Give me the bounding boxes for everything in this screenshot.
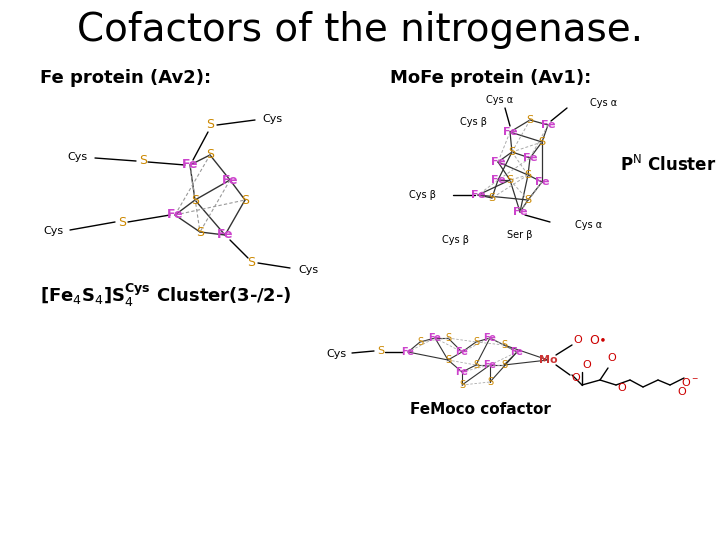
Text: O: O [608,353,616,363]
Text: S: S [206,148,214,161]
Text: S: S [508,147,516,157]
Text: S: S [501,340,507,350]
Text: S: S [247,256,255,269]
Text: S: S [118,215,126,228]
Text: S: S [488,193,495,203]
Text: Fe: Fe [217,228,233,241]
Text: Fe: Fe [523,153,537,163]
Text: FeMoco cofactor: FeMoco cofactor [410,402,550,417]
Text: S: S [539,137,546,147]
Text: Fe: Fe [181,159,198,172]
Text: Fe: Fe [491,175,505,185]
Text: O$\bullet$: O$\bullet$ [589,334,607,347]
Text: P$^{\rm N}$ Cluster: P$^{\rm N}$ Cluster [620,155,716,175]
Text: Cys: Cys [67,152,87,162]
Text: Cys: Cys [262,114,282,124]
Text: S: S [501,360,507,370]
Text: S: S [524,195,531,205]
Text: Fe: Fe [535,177,549,187]
Text: S: S [473,337,479,347]
Text: Fe: Fe [484,333,496,343]
Text: Cys β: Cys β [441,235,469,245]
Text: MoFe protein (Av1):: MoFe protein (Av1): [390,69,591,87]
Text: [Fe$_4$S$_4$]S$_4^{\mathbf{Cys}}$ Cluster(3-/2-): [Fe$_4$S$_4$]S$_4^{\mathbf{Cys}}$ Cluste… [40,281,292,309]
Text: Fe: Fe [456,367,469,377]
Text: Fe: Fe [503,127,517,137]
Text: S: S [417,337,423,347]
Text: Mo: Mo [539,355,557,365]
Text: O: O [574,335,582,345]
Text: Cys: Cys [43,226,63,236]
Text: Fe: Fe [484,360,496,370]
Text: Cys α: Cys α [575,220,602,230]
Text: O$^-$: O$^-$ [681,376,699,388]
Text: Fe: Fe [428,333,441,343]
Text: Fe: Fe [510,347,523,357]
Text: S: S [139,154,147,167]
Text: Fe: Fe [456,347,469,357]
Text: S: S [196,226,204,239]
Text: Fe: Fe [402,347,415,357]
Text: S: S [241,193,249,206]
Text: Cys β: Cys β [461,117,487,127]
Text: S: S [445,333,451,343]
Text: S: S [191,193,199,206]
Text: Fe: Fe [167,208,184,221]
Text: S: S [377,346,384,356]
Text: Ser β: Ser β [508,230,533,240]
Text: S: S [506,175,513,185]
Text: Cofactors of the nitrogenase.: Cofactors of the nitrogenase. [77,11,643,49]
Text: Cys: Cys [298,265,318,275]
Text: S: S [459,380,465,390]
Text: Cys β: Cys β [409,190,436,200]
Text: Fe: Fe [491,157,505,167]
Text: O: O [572,373,580,383]
Text: O: O [618,383,626,393]
Text: Cys α: Cys α [487,95,513,105]
Text: O: O [582,360,591,370]
Text: Fe: Fe [513,207,527,217]
Text: S: S [487,377,493,387]
Text: S: S [473,360,479,370]
Text: O: O [678,387,686,397]
Text: S: S [524,170,531,180]
Text: S: S [206,118,214,132]
Text: Cys: Cys [326,349,346,359]
Text: Cys α: Cys α [590,98,617,108]
Text: Fe: Fe [222,173,238,186]
Text: S: S [445,355,451,365]
Text: Fe: Fe [471,190,485,200]
Text: Fe: Fe [541,120,555,130]
Text: Fe protein (Av2):: Fe protein (Av2): [40,69,211,87]
Text: S: S [526,115,534,125]
